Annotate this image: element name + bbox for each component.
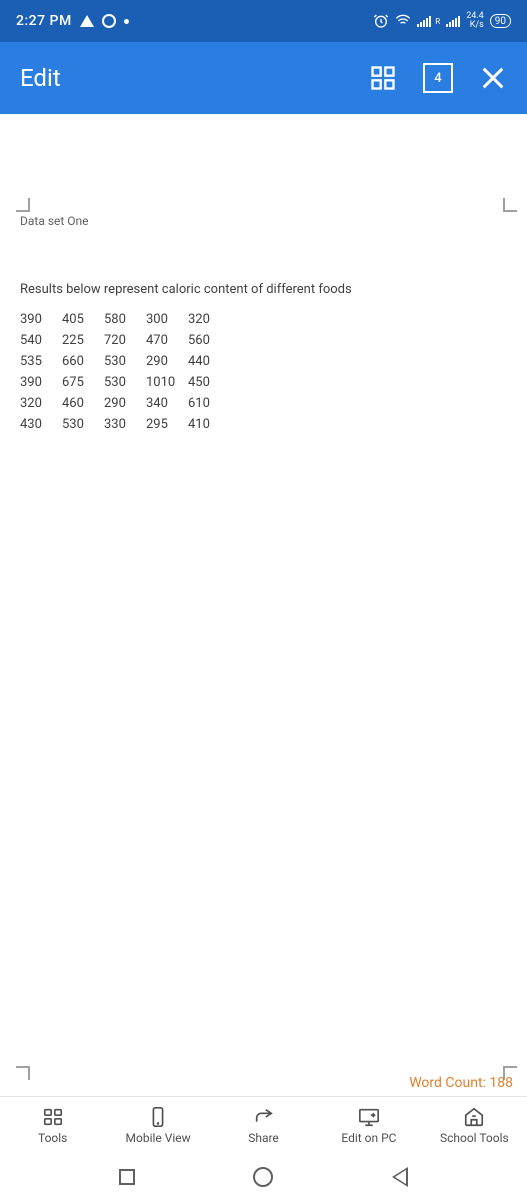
data-cell: 390 (20, 309, 62, 330)
data-row: 390405580300320 (20, 309, 230, 330)
alarm-icon (373, 13, 389, 29)
nav-recent-icon[interactable] (119, 1169, 135, 1185)
rate-unit: K/s (466, 21, 484, 30)
data-cell: 390 (20, 372, 62, 393)
data-row: 535660530290440 (20, 351, 230, 372)
mobile-view-label: Mobile View (126, 1131, 191, 1145)
signal-icon (417, 15, 431, 27)
dataset-label: Data set One (20, 214, 507, 228)
crop-corner-tl (12, 194, 30, 212)
data-cell: 410 (188, 414, 230, 435)
data-cell: 320 (20, 393, 62, 414)
school-tools-button[interactable]: School Tools (422, 1097, 527, 1154)
wifi-icon (395, 13, 411, 29)
data-cell: 530 (104, 351, 146, 372)
data-cell: 535 (20, 351, 62, 372)
nav-home-icon[interactable] (253, 1167, 273, 1187)
data-cell: 530 (104, 372, 146, 393)
edit-on-pc-label: Edit on PC (341, 1131, 396, 1145)
school-icon (463, 1106, 485, 1128)
app-bar: Edit 4 (0, 42, 527, 114)
edit-on-pc-button[interactable]: Edit on PC (316, 1097, 421, 1154)
apps-grid-icon[interactable] (369, 64, 397, 92)
data-cell: 300 (146, 309, 188, 330)
data-cell: 340 (146, 393, 188, 414)
data-cell: 440 (188, 351, 230, 372)
pc-icon (358, 1106, 380, 1128)
nav-back-icon[interactable] (392, 1167, 408, 1187)
share-button[interactable]: Share (211, 1097, 316, 1154)
mobile-view-button[interactable]: Mobile View (105, 1097, 210, 1154)
status-bar: 2:27 PM R 24.4 K/s 90 (0, 0, 527, 42)
status-right: R 24.4 K/s 90 (373, 12, 511, 30)
status-time: 2:27 PM (16, 13, 72, 29)
data-cell: 610 (188, 393, 230, 414)
data-cell: 225 (62, 330, 104, 351)
data-cell: 405 (62, 309, 104, 330)
data-cell: 540 (20, 330, 62, 351)
data-cell: 460 (62, 393, 104, 414)
data-cell: 430 (20, 414, 62, 435)
crop-corner-bl (12, 1066, 30, 1084)
data-cell: 1010 (146, 372, 188, 393)
data-cell: 560 (188, 330, 230, 351)
crop-corner-tr (503, 194, 521, 212)
tools-label: Tools (38, 1131, 67, 1145)
system-nav-bar (0, 1154, 527, 1200)
share-label: Share (248, 1131, 279, 1145)
document-heading: Results below represent caloric content … (20, 282, 507, 297)
data-cell: 320 (188, 309, 230, 330)
data-row: 3906755301010450 (20, 372, 230, 393)
page-count-value: 4 (434, 71, 441, 86)
footer-toolbar: Word Count: 188 Tools Mobile View Share … (0, 1096, 527, 1154)
data-cell: 290 (104, 393, 146, 414)
app-bar-title: Edit (20, 64, 61, 92)
document-content: Data set One Results below represent cal… (0, 114, 527, 435)
data-rate: 24.4 K/s (466, 12, 484, 30)
data-cell: 530 (62, 414, 104, 435)
data-grid: 3904055803003205402257204705605356605302… (20, 309, 230, 435)
close-icon[interactable] (479, 64, 507, 92)
data-cell: 450 (188, 372, 230, 393)
share-icon (253, 1106, 275, 1128)
data-row: 540225720470560 (20, 330, 230, 351)
status-left: 2:27 PM (16, 13, 129, 29)
warning-icon (80, 15, 94, 27)
data-cell: 330 (104, 414, 146, 435)
data-cell: 675 (62, 372, 104, 393)
mobile-icon (147, 1106, 169, 1128)
battery-level: 90 (495, 16, 506, 27)
data-row: 320460290340610 (20, 393, 230, 414)
tools-icon (42, 1106, 64, 1128)
battery-icon: 90 (490, 14, 511, 28)
page-count-badge[interactable]: 4 (423, 63, 453, 93)
data-row: 430530330295410 (20, 414, 230, 435)
app-bar-actions: 4 (369, 63, 507, 93)
data-cell: 660 (62, 351, 104, 372)
footer-items: Tools Mobile View Share Edit on PC Schoo… (0, 1097, 527, 1154)
school-tools-label: School Tools (440, 1131, 509, 1145)
dot-icon (124, 19, 129, 24)
signal-label: R (435, 17, 440, 26)
data-cell: 580 (104, 309, 146, 330)
data-cell: 720 (104, 330, 146, 351)
word-count: Word Count: 188 (409, 1075, 513, 1091)
data-cell: 470 (146, 330, 188, 351)
sync-icon (102, 14, 116, 28)
signal2-icon (446, 15, 460, 27)
data-cell: 295 (146, 414, 188, 435)
data-cell: 290 (146, 351, 188, 372)
tools-button[interactable]: Tools (0, 1097, 105, 1154)
document-viewport[interactable]: Data set One Results below represent cal… (0, 114, 527, 1096)
